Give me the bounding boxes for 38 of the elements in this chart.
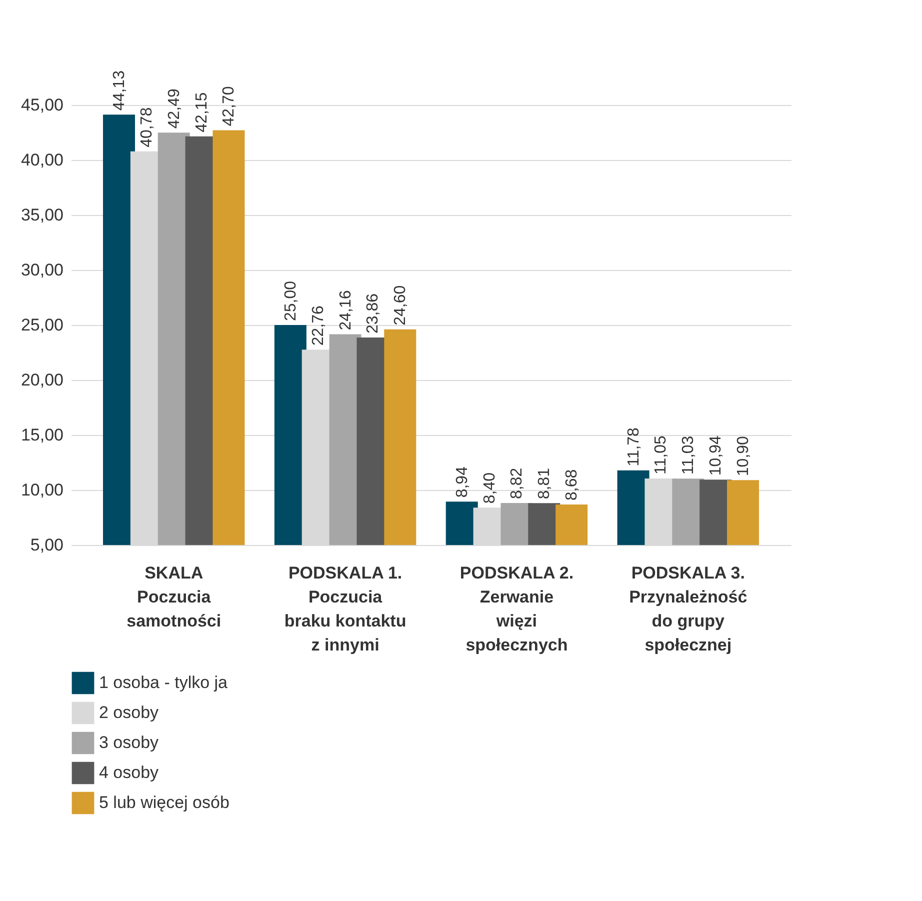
data-label: 23,86	[364, 293, 382, 334]
y-tick-label: 45,00	[20, 96, 64, 114]
y-tick-label: 25,00	[20, 316, 64, 334]
data-label: 8,94	[454, 466, 471, 498]
x-tick-label: SKALA Poczucia samotności	[126, 564, 222, 630]
y-tick-label: 40,00	[20, 150, 64, 170]
data-label: 8,68	[564, 469, 581, 501]
data-label: 22,76	[310, 306, 327, 346]
data-label: 8,81	[536, 468, 554, 500]
data-label: 24,60	[392, 285, 410, 326]
x-tick-label: PODSKALA 2. Zerwanie więzi społecznych	[460, 564, 574, 654]
data-label: 24,16	[337, 290, 354, 330]
data-label: 40,78	[138, 107, 156, 148]
legend-label: 5 lub więcej osób	[99, 793, 230, 812]
y-tick-label: 5,00	[30, 536, 64, 554]
y-tick-label: 20,00	[20, 370, 64, 390]
data-label: 8,40	[481, 472, 498, 504]
data-label: 11,05	[652, 435, 670, 474]
legend-label: 4 osoby	[99, 763, 160, 782]
data-label: 8,82	[508, 468, 526, 499]
data-label: 10,94	[708, 436, 725, 476]
data-label: 10,90	[735, 436, 752, 476]
data-label: 42,49	[166, 88, 183, 129]
legend-label: 1 osoba - tylko ja	[99, 673, 228, 692]
data-label: 44,13	[111, 70, 128, 111]
legend-label: 2 osoby	[99, 703, 160, 722]
data-label: 11,03	[680, 436, 698, 475]
x-tick-label: PODSKALA 3. Przynależność do grupy społecznej	[629, 564, 748, 654]
data-label: 42,15	[193, 92, 210, 132]
data-label: 11,78	[625, 427, 642, 466]
x-tick-label: PODSKALA 1. Poczucia braku kontaktu z innymi	[284, 564, 406, 654]
legend-label: 3 osoby	[99, 733, 160, 752]
y-tick-label: 10,00	[20, 480, 64, 500]
data-label: 25,00	[282, 280, 300, 321]
y-tick-label: 15,00	[20, 426, 64, 444]
y-tick-label: 30,00	[20, 260, 64, 280]
data-label: 42,70	[220, 86, 238, 126]
y-tick-label: 35,00	[20, 206, 64, 224]
